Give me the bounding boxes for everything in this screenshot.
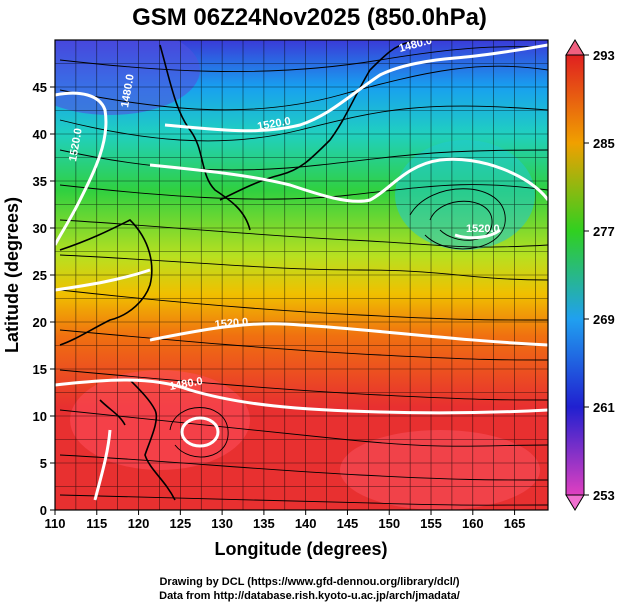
- y-tick-label: 0: [40, 503, 47, 518]
- colorbar-tick-label: 285: [593, 136, 615, 151]
- colorbar-tick-label: 277: [593, 224, 615, 239]
- credit-data-source: Data from http://database.rish.kyoto-u.a…: [159, 590, 460, 602]
- credit-drawing: Drawing by DCL (https://www.gfd-dennou.o…: [159, 576, 460, 588]
- map-plot-area: [55, 40, 548, 510]
- wind-streamlines: [59, 44, 548, 506]
- x-tick-label: 135: [253, 516, 275, 531]
- grid-lines: [55, 40, 548, 510]
- y-tick-label: 20: [33, 315, 47, 330]
- x-axis-label: Longitude (degrees): [214, 539, 387, 559]
- contour-label: 1520.0: [214, 316, 249, 331]
- y-tick-label: 35: [33, 174, 47, 189]
- low-pressure-contour: [180, 416, 220, 448]
- y-tick-label: 40: [33, 127, 47, 142]
- height-contours: [55, 43, 548, 501]
- y-tick-label: 10: [33, 409, 47, 424]
- colorbar-tick-label: 269: [593, 312, 615, 327]
- y-tick-label: 45: [33, 80, 47, 95]
- x-tick-label: 140: [295, 516, 317, 531]
- contour-label: 1520.0: [67, 127, 85, 162]
- x-tick-label: 130: [211, 516, 233, 531]
- y-tick-label: 15: [33, 362, 47, 377]
- y-axis-label: Latitude (degrees): [2, 197, 22, 353]
- y-axis-ticks: 0 5 10 15 20 25 30 35 40 45: [33, 80, 55, 518]
- x-tick-label: 145: [337, 516, 359, 531]
- colorbar-ticks: 253 261 269 277 285 293: [584, 48, 615, 503]
- x-tick-label: 160: [462, 516, 484, 531]
- colorbar-tick-label: 293: [593, 48, 615, 63]
- x-tick-label: 115: [86, 516, 107, 531]
- x-tick-label: 155: [420, 516, 442, 531]
- contour-label: 1480.0: [168, 375, 203, 393]
- contour-label: 1480.0: [119, 73, 137, 108]
- colorbar: 253 261 269 277 285 293: [565, 39, 615, 511]
- colorbar-top-arrow: [565, 39, 585, 56]
- map-title: GSM 06Z24Nov2025 (850.0hPa): [132, 4, 487, 31]
- y-tick-label: 5: [40, 456, 47, 471]
- x-tick-label: 165: [504, 516, 526, 531]
- colorbar-scale: [565, 54, 585, 496]
- coastlines: [59, 41, 411, 501]
- y-tick-label: 30: [33, 221, 47, 236]
- colorbar-tick-label: 253: [593, 488, 615, 503]
- x-tick-label: 125: [169, 516, 191, 531]
- x-axis-ticks: 110 115 120 125 130 135 140 145 150 155 160 165: [45, 510, 526, 531]
- colorbar-bottom-arrow: [565, 494, 585, 511]
- y-tick-label: 25: [33, 268, 47, 283]
- contour-label: 1520.0: [466, 223, 500, 235]
- x-tick-label: 120: [128, 516, 150, 531]
- x-tick-label: 110: [45, 516, 66, 531]
- contour-label: 1520.0: [256, 115, 291, 133]
- colorbar-tick-label: 261: [593, 400, 615, 415]
- x-tick-label: 150: [378, 516, 400, 531]
